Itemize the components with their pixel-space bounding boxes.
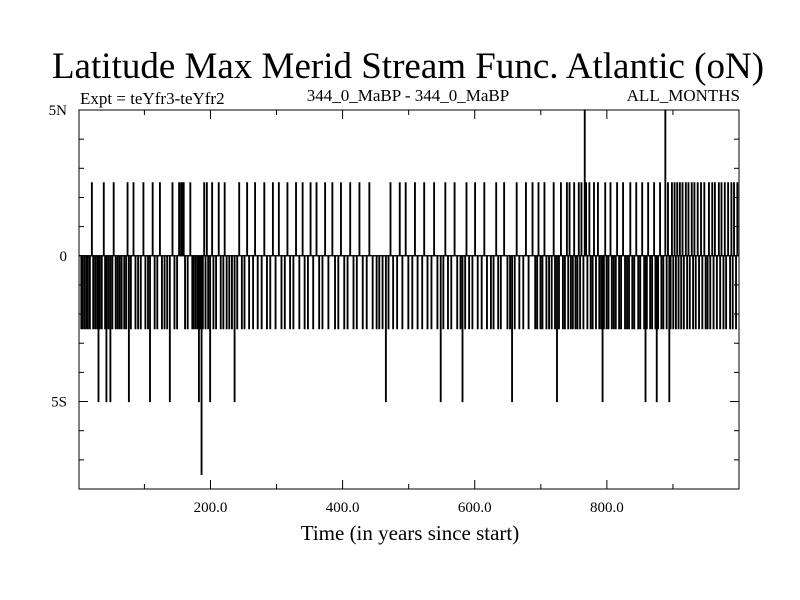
chart-subtitle-center: 344_0_MaBP - 344_0_MaBP: [307, 86, 509, 105]
series-line-0: [79, 109, 739, 476]
x-axis: 200.0 400.0 600.0 800.0: [143, 110, 674, 516]
x-tick-label: 200.0: [194, 500, 228, 516]
chart-title: Latitude Max Merid Stream Func. Atlantic…: [52, 46, 764, 87]
x-tick-label: 400.0: [326, 500, 360, 516]
y-tick-label: 5S: [51, 395, 67, 411]
y-axis: 5N 0 5S: [49, 103, 739, 490]
chart-subtitle-right: ALL_MONTHS: [627, 86, 740, 105]
x-axis-label: Time (in years since start): [301, 521, 520, 545]
y-tick-label: 0: [60, 249, 68, 265]
x-tick-label: 800.0: [590, 500, 624, 516]
chart-subtitle-left: Expt = teYfr3-teYfr2: [80, 89, 225, 108]
y-tick-label: 5N: [49, 103, 68, 119]
plot-area: [78, 109, 740, 490]
x-tick-label: 600.0: [458, 500, 492, 516]
